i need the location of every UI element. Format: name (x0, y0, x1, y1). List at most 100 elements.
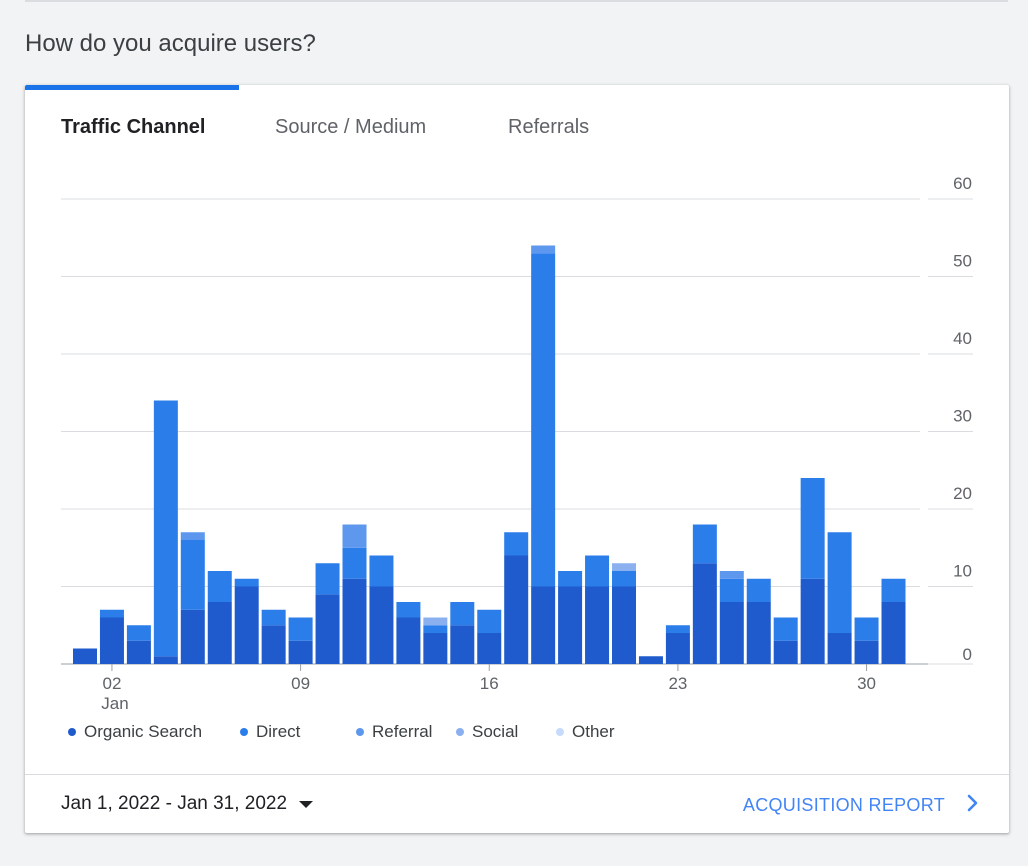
bar-organic-search (423, 633, 448, 664)
bar-organic-search (854, 640, 879, 664)
x-tick-label: 30 (857, 674, 876, 693)
bar-direct (450, 602, 475, 626)
bar-social (612, 563, 636, 571)
card-divider (25, 774, 1009, 775)
bar-direct (504, 532, 529, 556)
bar-organic-search (800, 578, 825, 664)
bar-direct (881, 578, 906, 602)
bar-organic-search (665, 633, 690, 664)
caret-down-icon (299, 800, 314, 808)
bar-referral (342, 524, 367, 548)
legend-label: Social (472, 722, 519, 741)
bar-direct (315, 563, 340, 595)
bar-organic-search (261, 625, 286, 664)
bar-direct (99, 609, 124, 618)
legend-label: Referral (372, 722, 433, 741)
bar-organic-search (612, 586, 636, 664)
bar-direct (234, 578, 259, 587)
bar-social (423, 617, 448, 626)
legend-dot-icon (240, 728, 248, 736)
bar-organic-search (558, 586, 583, 664)
bar-direct (288, 617, 313, 641)
bar-direct (746, 578, 771, 602)
y-tick-label: 50 (953, 252, 972, 271)
bar-organic-search (450, 625, 475, 664)
bar-organic-search (477, 633, 502, 664)
bar-organic-search (827, 633, 852, 664)
legend-dot-icon (68, 728, 76, 736)
bar-organic-search (288, 640, 313, 664)
bar-direct (423, 625, 448, 633)
x-tick-label: 02 (102, 674, 121, 693)
bar-organic-search (773, 640, 798, 664)
chart-legend: Organic Search Direct Referral Social Other (68, 722, 656, 742)
section-question: How do you acquire users? (25, 30, 316, 57)
bar-direct (531, 253, 556, 587)
legend-label: Other (572, 722, 615, 741)
bar-direct (261, 609, 286, 626)
bar-direct (396, 602, 421, 618)
x-tick-label: 23 (668, 674, 687, 693)
bar-direct (369, 555, 394, 587)
acquisition-report-label: ACQUISITION REPORT (742, 795, 945, 815)
bar-organic-search (585, 586, 610, 664)
bar-direct (665, 625, 690, 633)
active-tab-indicator (25, 85, 239, 90)
bar-organic-search (315, 594, 340, 664)
legend-item[interactable]: Social (456, 722, 556, 742)
bar-direct (153, 400, 178, 657)
bar-direct (477, 609, 502, 633)
legend-dot-icon (456, 728, 464, 736)
legend-dot-icon (356, 728, 364, 736)
date-range-label: Jan 1, 2022 - Jan 31, 2022 (61, 793, 288, 814)
bar-organic-search (396, 617, 421, 664)
bar-organic-search (692, 563, 717, 664)
bar-organic-search (638, 656, 663, 664)
bar-direct (342, 547, 367, 579)
legend-dot-icon (556, 728, 564, 736)
bar-organic-search (369, 586, 394, 664)
bar-direct (854, 617, 879, 641)
bar-referral (531, 245, 556, 254)
bar-organic-search (207, 602, 232, 664)
tab-source-medium[interactable]: Source / Medium (275, 116, 427, 138)
bar-organic-search (531, 586, 556, 664)
legend-label: Direct (256, 722, 301, 741)
bar-organic-search (234, 586, 259, 664)
legend-item[interactable]: Direct (240, 722, 356, 742)
bar-organic-search (153, 656, 178, 664)
previous-card-edge (25, 0, 1008, 2)
bar-direct (558, 571, 583, 587)
y-tick-label: 40 (953, 329, 972, 348)
y-tick-label: 10 (953, 562, 972, 581)
bar-direct (126, 625, 151, 641)
legend-item[interactable]: Organic Search (68, 722, 240, 742)
acquisition-card: Traffic Channel Source / Medium Referral… (25, 85, 1009, 833)
acquisition-report-link[interactable]: ACQUISITION REPORT (743, 794, 979, 817)
y-tick-label: 60 (953, 174, 972, 193)
tab-traffic-channel[interactable]: Traffic Channel (61, 116, 206, 138)
x-tick-sublabel: Jan (101, 694, 128, 713)
bar-direct (207, 571, 232, 602)
legend-item[interactable]: Other (556, 722, 656, 742)
bar-direct (585, 555, 610, 587)
bar-direct (612, 571, 636, 587)
bar-direct (180, 540, 205, 610)
legend-label: Organic Search (84, 722, 203, 741)
bar-organic-search (719, 602, 744, 664)
date-range-selector[interactable]: Jan 1, 2022 - Jan 31, 2022 (61, 793, 314, 815)
y-tick-label: 20 (953, 484, 972, 503)
bar-direct (827, 532, 852, 633)
bar-direct (719, 578, 744, 602)
x-tick-label: 09 (291, 674, 310, 693)
chevron-right-icon (967, 794, 979, 817)
bar-organic-search (746, 602, 771, 664)
bar-organic-search (126, 640, 151, 664)
tab-referrals[interactable]: Referrals (508, 116, 590, 138)
bar-organic-search (99, 617, 124, 664)
bar-direct (692, 524, 717, 564)
bar-organic-search (180, 609, 205, 664)
bar-organic-search (881, 602, 906, 664)
legend-item[interactable]: Referral (356, 722, 456, 742)
